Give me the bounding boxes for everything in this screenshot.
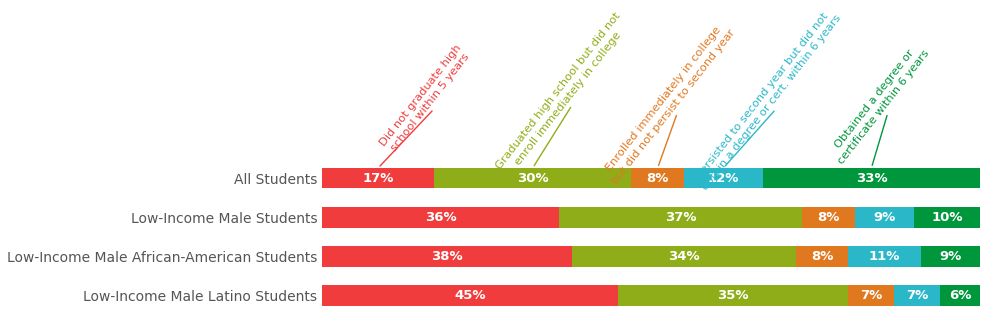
Text: Persisted to second year but did not
obtain a degree or cert. within 6 years: Persisted to second year but did not obt… [691, 6, 844, 192]
Text: 8%: 8% [646, 172, 669, 185]
Bar [914, 207, 980, 228]
Text: 17%: 17% [362, 172, 394, 185]
Bar [921, 246, 980, 267]
Text: 36%: 36% [425, 211, 456, 224]
Text: 35%: 35% [718, 289, 749, 302]
Bar [322, 285, 618, 306]
Bar [855, 207, 914, 228]
Text: 33%: 33% [856, 172, 887, 185]
Text: 10%: 10% [931, 211, 963, 224]
Bar [618, 285, 848, 306]
Text: 45%: 45% [454, 289, 486, 302]
Text: 12%: 12% [708, 172, 739, 185]
Text: 34%: 34% [668, 250, 700, 263]
Bar [322, 246, 572, 267]
Text: 9%: 9% [873, 211, 896, 224]
Text: Did not graduate high
school within 5 years: Did not graduate high school within 5 ye… [378, 43, 473, 155]
Text: 7%: 7% [860, 289, 883, 302]
Text: Enrolled immediately in college
but did not persist to second year: Enrolled immediately in college but did … [600, 20, 737, 186]
Bar [763, 168, 980, 188]
Text: 7%: 7% [906, 289, 929, 302]
Text: 30%: 30% [517, 172, 548, 185]
Bar [802, 207, 855, 228]
Text: Graduated high school but did not
enroll immediately in college: Graduated high school but did not enroll… [494, 11, 632, 179]
Text: 6%: 6% [949, 289, 971, 302]
Bar [848, 246, 921, 267]
Bar [572, 246, 796, 267]
Bar [894, 285, 940, 306]
Bar [559, 207, 802, 228]
Text: 11%: 11% [869, 250, 900, 263]
Text: 8%: 8% [817, 211, 840, 224]
Text: 8%: 8% [811, 250, 833, 263]
Bar [848, 285, 894, 306]
Bar [684, 168, 763, 188]
Text: Obtained a degree or
certificate within 6 years: Obtained a degree or certificate within … [827, 40, 931, 166]
Bar [796, 246, 848, 267]
Bar [434, 168, 631, 188]
Bar [322, 168, 434, 188]
Bar [631, 168, 684, 188]
Text: 37%: 37% [665, 211, 696, 224]
Text: 38%: 38% [431, 250, 463, 263]
Text: 9%: 9% [939, 250, 961, 263]
Bar [940, 285, 980, 306]
Bar [322, 207, 559, 228]
